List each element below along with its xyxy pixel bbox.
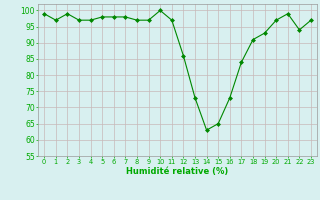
X-axis label: Humidité relative (%): Humidité relative (%) (126, 167, 229, 176)
